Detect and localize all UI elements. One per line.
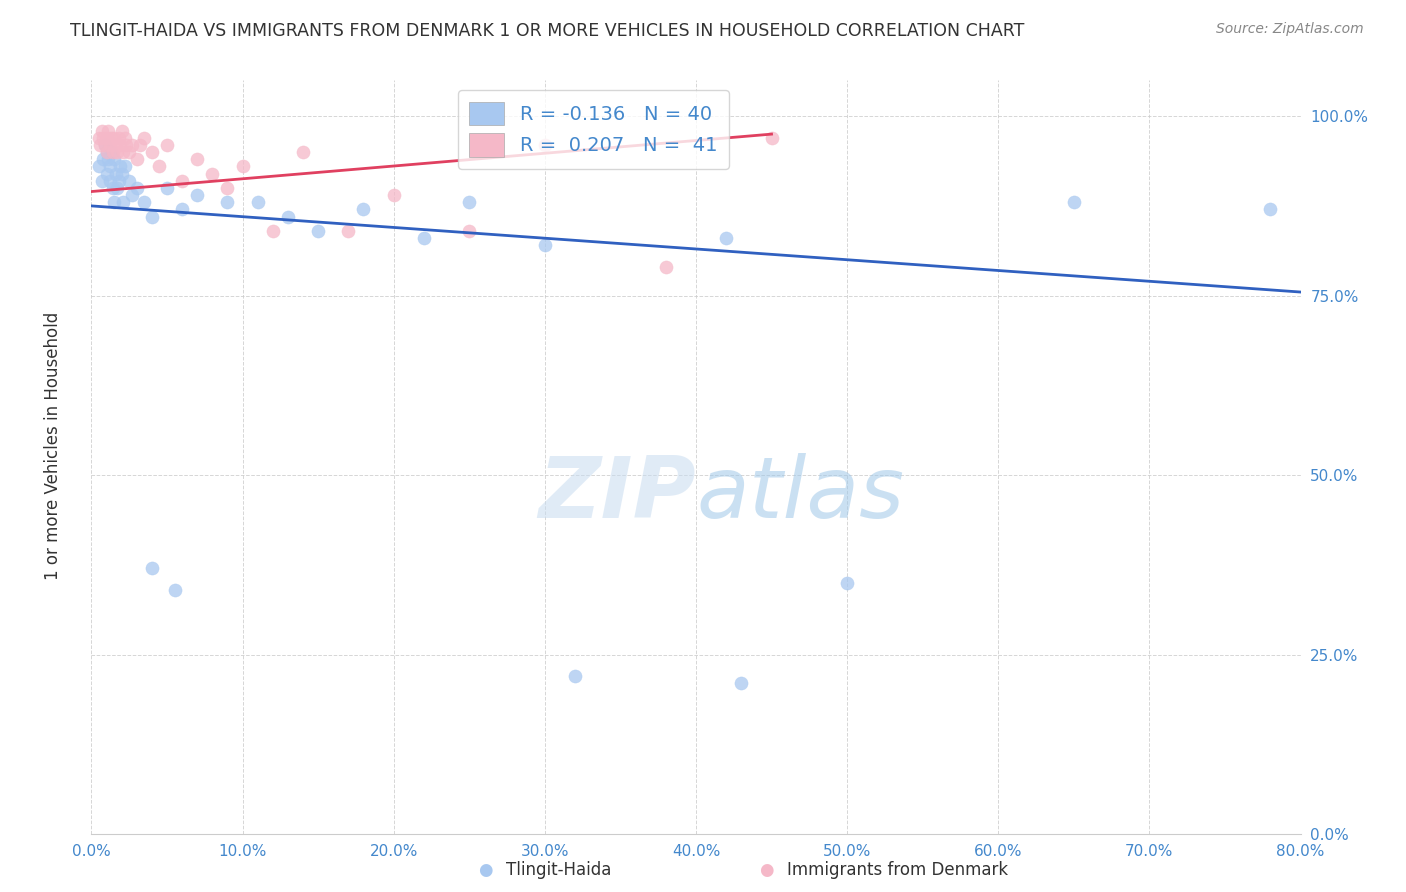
Point	[186, 188, 208, 202]
Point	[104, 137, 127, 152]
Point	[714, 231, 737, 245]
Point	[101, 181, 124, 195]
Text: ZIP: ZIP	[538, 453, 696, 536]
Point	[141, 561, 163, 575]
Point	[93, 130, 115, 145]
Point	[217, 181, 239, 195]
Point	[141, 210, 163, 224]
Point	[100, 145, 122, 159]
Point	[112, 195, 135, 210]
Point	[112, 145, 135, 159]
Text: Immigrants from Denmark: Immigrants from Denmark	[787, 861, 1008, 879]
Point	[156, 181, 179, 195]
Text: Source: ZipAtlas.com: Source: ZipAtlas.com	[1216, 22, 1364, 37]
Text: ●: ●	[478, 861, 492, 879]
Point	[107, 174, 129, 188]
Point	[118, 174, 141, 188]
Point	[128, 137, 150, 152]
Point	[89, 137, 111, 152]
Point	[125, 181, 148, 195]
Point	[564, 669, 586, 683]
Text: 1 or more Vehicles in Household: 1 or more Vehicles in Household	[45, 312, 62, 580]
Point	[114, 130, 136, 145]
Point	[172, 174, 194, 188]
Point	[654, 260, 676, 274]
Point	[186, 153, 208, 167]
Point	[163, 582, 186, 597]
Point	[413, 231, 436, 245]
Text: atlas: atlas	[696, 453, 904, 536]
Point	[87, 130, 110, 145]
Point	[231, 160, 253, 174]
Point	[91, 123, 114, 137]
Point	[114, 160, 136, 174]
Point	[172, 202, 194, 217]
Point	[100, 130, 122, 145]
Point	[98, 137, 121, 152]
Point	[277, 210, 299, 224]
Point	[91, 174, 114, 188]
Point	[382, 188, 405, 202]
Point	[156, 137, 179, 152]
Point	[97, 153, 120, 167]
Point	[121, 137, 143, 152]
Point	[111, 167, 132, 181]
Point	[96, 145, 118, 159]
Point	[111, 123, 132, 137]
Point	[148, 160, 170, 174]
Point	[121, 188, 143, 202]
Point	[533, 137, 555, 152]
Point	[352, 202, 374, 217]
Point	[105, 145, 128, 159]
Point	[108, 160, 131, 174]
Point	[96, 167, 118, 181]
Point	[87, 160, 110, 174]
Point	[141, 145, 163, 159]
Text: ●: ●	[759, 861, 773, 879]
Point	[761, 130, 783, 145]
Legend: R = -0.136   N = 40, R =  0.207   N =  41: R = -0.136 N = 40, R = 0.207 N = 41	[458, 90, 730, 169]
Point	[118, 145, 141, 159]
Point	[307, 224, 329, 238]
Point	[458, 195, 481, 210]
Point	[125, 153, 148, 167]
Point	[246, 195, 269, 210]
Point	[108, 137, 131, 152]
Point	[107, 130, 129, 145]
Text: TLINGIT-HAIDA VS IMMIGRANTS FROM DENMARK 1 OR MORE VEHICLES IN HOUSEHOLD CORRELA: TLINGIT-HAIDA VS IMMIGRANTS FROM DENMARK…	[70, 22, 1025, 40]
Point	[96, 145, 118, 159]
Point	[93, 153, 115, 167]
Point	[201, 167, 224, 181]
Point	[1260, 202, 1282, 217]
Point	[262, 224, 284, 238]
Point	[97, 123, 120, 137]
Point	[98, 160, 121, 174]
Point	[94, 137, 117, 152]
Point	[103, 195, 125, 210]
Point	[101, 145, 124, 159]
Point	[533, 238, 555, 252]
Point	[835, 575, 858, 590]
Point	[337, 224, 360, 238]
Point	[94, 137, 117, 152]
Point	[730, 676, 752, 690]
Point	[134, 130, 156, 145]
Point	[103, 130, 125, 145]
Point	[104, 167, 127, 181]
Point	[98, 174, 121, 188]
Point	[115, 137, 138, 152]
Text: Tlingit-Haida: Tlingit-Haida	[506, 861, 612, 879]
Point	[96, 130, 118, 145]
Point	[105, 181, 128, 195]
Point	[217, 195, 239, 210]
Point	[103, 153, 125, 167]
Point	[292, 145, 315, 159]
Point	[1063, 195, 1085, 210]
Point	[458, 224, 481, 238]
Point	[134, 195, 156, 210]
